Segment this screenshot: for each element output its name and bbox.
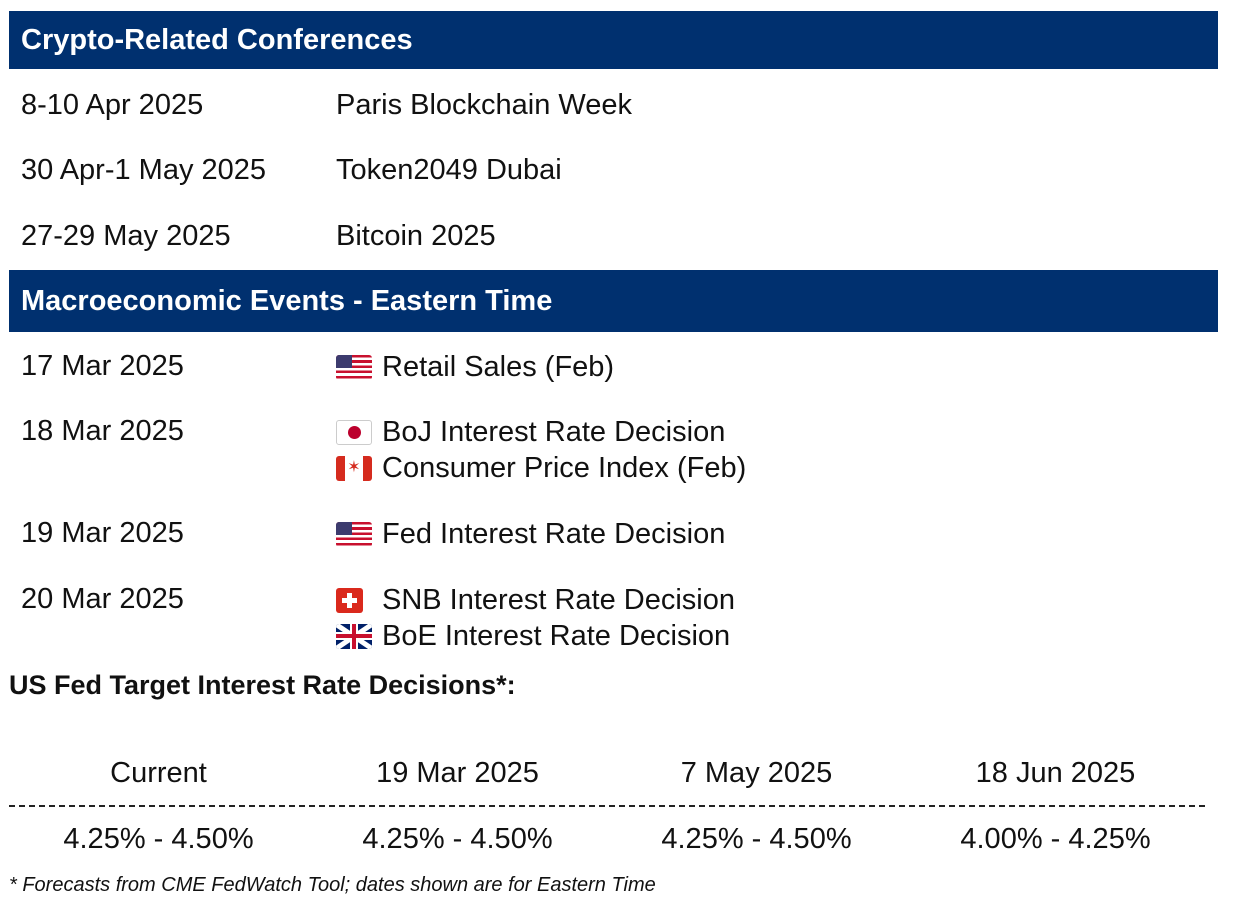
macro-event: BoJ Interest Rate Decision <box>336 414 746 450</box>
macro-date: 17 Mar 2025 <box>21 350 184 382</box>
japan-flag-icon <box>336 419 372 445</box>
conference-date: 30 Apr-1 May 2025 <box>21 154 267 186</box>
macro-event-name: BoJ Interest Rate Decision <box>382 415 726 448</box>
macro-date: 19 Mar 2025 <box>21 517 184 549</box>
conference-name: Bitcoin 2025 <box>336 220 496 252</box>
switzerland-flag-icon <box>336 587 363 613</box>
fed-header: 19 Mar 2025 <box>376 757 539 789</box>
macro-event-name: Consumer Price Index (Feb) <box>382 451 747 484</box>
macro-date: 20 Mar 2025 <box>21 583 184 615</box>
macro-event: SNB Interest Rate Decision <box>336 582 735 618</box>
us-flag-icon <box>336 354 372 380</box>
fed-rate-value: 4.00% - 4.25% <box>960 823 1151 855</box>
macro-event-name: SNB Interest Rate Decision <box>382 583 735 616</box>
fed-rate-value: 4.25% - 4.50% <box>63 823 254 855</box>
macro-event: Fed Interest Rate Decision <box>336 516 725 552</box>
macro-event-name: BoE Interest Rate Decision <box>382 619 731 652</box>
fed-rate-value: 4.25% - 4.50% <box>362 823 553 855</box>
macro-event: Consumer Price Index (Feb) <box>336 450 746 486</box>
fed-value-row: 4.25% - 4.50% 4.25% - 4.50% 4.25% - 4.50… <box>9 823 1205 856</box>
footnote: * Forecasts from CME FedWatch Tool; date… <box>9 874 656 896</box>
conference-date: 8-10 Apr 2025 <box>21 89 204 121</box>
conferences-heading: Crypto-Related Conferences <box>9 11 1218 69</box>
macro-event: Retail Sales (Feb) <box>336 349 614 385</box>
fed-header: 7 May 2025 <box>680 757 833 789</box>
fed-rate-value: 4.25% - 4.50% <box>661 823 852 855</box>
canada-flag-icon <box>336 455 372 481</box>
fed-header: Current <box>110 757 207 789</box>
us-flag-icon <box>336 521 372 547</box>
macro-date: 18 Mar 2025 <box>21 415 184 447</box>
conference-name: Token2049 Dubai <box>336 154 562 186</box>
macro-heading: Macroeconomic Events - Eastern Time <box>9 270 1218 332</box>
dashed-divider <box>9 805 1205 807</box>
macro-event-name: Fed Interest Rate Decision <box>382 517 726 550</box>
conference-name: Paris Blockchain Week <box>336 89 633 121</box>
conference-date: 27-29 May 2025 <box>21 220 231 252</box>
uk-flag-icon <box>336 623 372 649</box>
fed-header: 18 Jun 2025 <box>975 757 1136 789</box>
macro-event: BoE Interest Rate Decision <box>336 618 735 654</box>
fed-title: US Fed Target Interest Rate Decisions*: <box>9 670 516 700</box>
fed-header-row: Current 19 Mar 2025 7 May 2025 18 Jun 20… <box>9 757 1205 790</box>
macro-event-name: Retail Sales (Feb) <box>382 350 615 383</box>
